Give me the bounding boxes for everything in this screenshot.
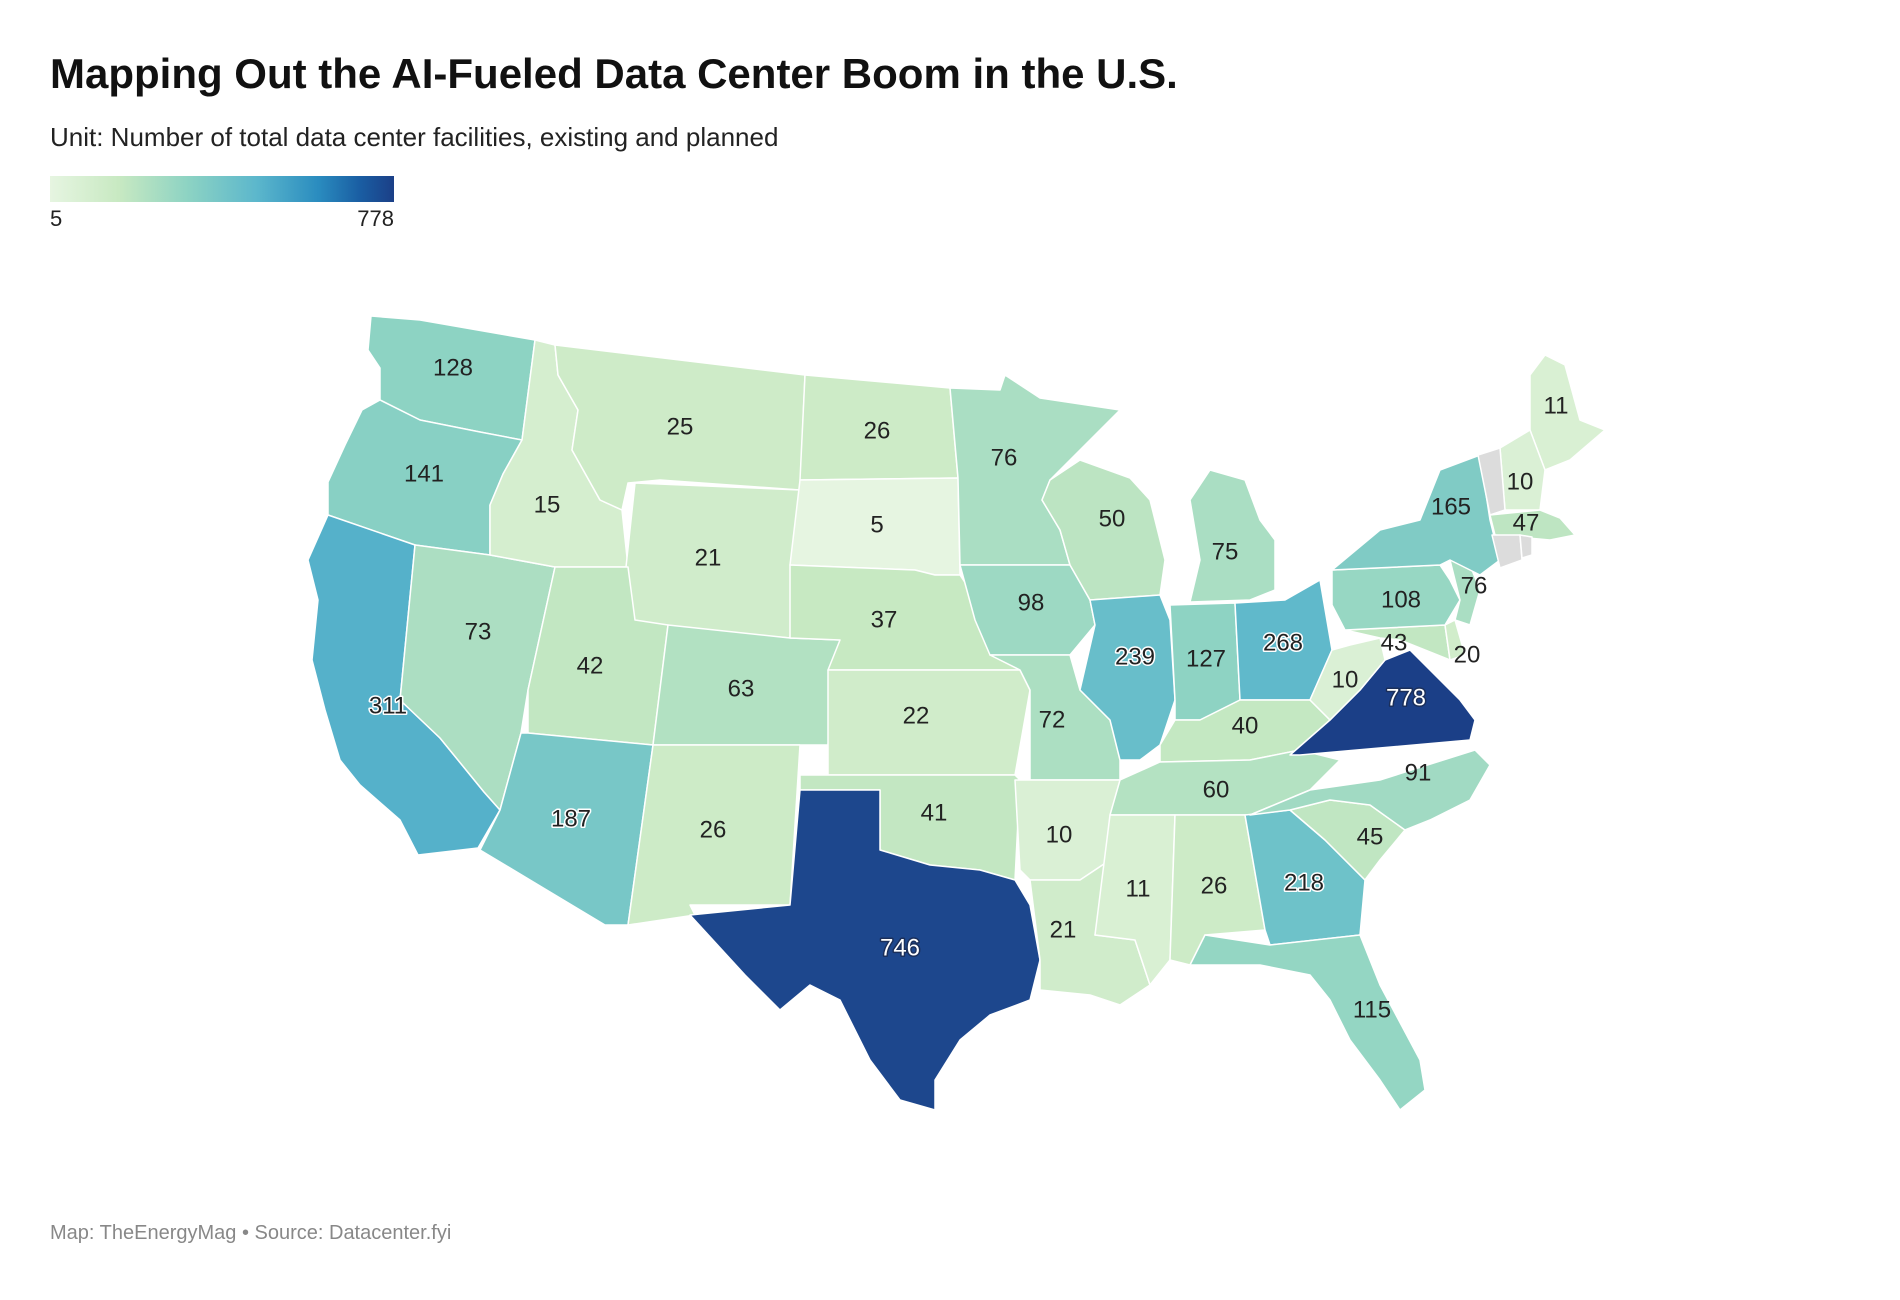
state-label-nh: 10: [1507, 469, 1534, 496]
state-label-wv: 10: [1332, 667, 1359, 694]
legend-gradient-bar: [50, 176, 394, 202]
state-ri[interactable]: [1519, 534, 1533, 559]
state-fl[interactable]: [1189, 934, 1426, 1111]
state-label-tn: 60: [1203, 777, 1230, 804]
state-label-mt: 25: [667, 414, 694, 441]
state-label-nd: 26: [864, 418, 891, 445]
state-label-sd: 5: [870, 512, 883, 539]
state-label-ne: 37: [871, 607, 898, 634]
state-mi[interactable]: [1189, 469, 1276, 603]
state-label-mo: 72: [1039, 707, 1066, 734]
state-label-nm: 26: [700, 817, 727, 844]
state-value-labels: 128 141 311 73 15 25 21 42 187 63 26 26 5 37 22 41 746 76…: [367, 355, 1569, 1024]
state-label-nc: 91: [1405, 760, 1432, 787]
state-label-az: 187: [551, 806, 591, 833]
state-ks[interactable]: [827, 669, 1031, 776]
state-shapes: [307, 315, 1606, 1111]
state-nc[interactable]: [1249, 749, 1491, 831]
source-footer: Map: TheEnergyMag • Source: Datacenter.f…: [50, 1222, 452, 1244]
legend-min-label: 5: [50, 206, 63, 231]
state-tx[interactable]: [689, 789, 1041, 1111]
state-wv[interactable]: [1309, 637, 1386, 721]
state-label-co: 63: [728, 676, 755, 703]
legend-max-label: 778: [357, 206, 394, 231]
state-il[interactable]: [1079, 594, 1176, 761]
state-label-nv: 73: [465, 619, 492, 646]
map-subtitle: Unit: Number of total data center facili…: [50, 122, 779, 152]
legend-labels: 5 778: [50, 202, 394, 231]
state-label-mn: 76: [991, 445, 1018, 472]
state-label-ny: 165: [1431, 494, 1471, 521]
state-nm[interactable]: [627, 744, 801, 926]
state-label-il: 239: [1115, 644, 1155, 671]
state-label-ks: 22: [903, 703, 930, 730]
state-label-ut: 42: [577, 653, 604, 680]
state-label-oh: 268: [1263, 630, 1303, 657]
state-label-md: 43: [1381, 630, 1408, 657]
state-label-or: 141: [404, 461, 444, 488]
state-label-fl: 115: [1353, 997, 1391, 1024]
map-title: Mapping Out the AI-Fueled Data Center Bo…: [50, 50, 1178, 97]
state-label-wa: 128: [433, 355, 473, 382]
state-label-al: 26: [1201, 873, 1228, 900]
state-label-me: 11: [1544, 393, 1569, 420]
state-label-mi: 75: [1212, 539, 1239, 566]
state-label-la: 21: [1050, 917, 1077, 944]
state-ny[interactable]: [1331, 454, 1501, 576]
state-label-id: 15: [534, 492, 561, 519]
state-vt[interactable]: [1477, 447, 1506, 516]
state-ct[interactable]: [1491, 534, 1523, 569]
state-label-wy: 21: [695, 545, 722, 572]
state-de[interactable]: [1444, 619, 1466, 661]
state-label-pa: 108: [1381, 587, 1421, 614]
state-label-wi: 50: [1099, 506, 1126, 533]
state-mo[interactable]: [989, 654, 1121, 781]
state-label-ky: 40: [1232, 713, 1259, 740]
state-label-nj: 76: [1461, 573, 1488, 600]
state-label-ms: 11: [1126, 876, 1151, 903]
state-label-ia: 98: [1018, 590, 1045, 617]
color-legend: 5 778: [50, 176, 394, 231]
state-label-ok: 41: [921, 800, 948, 827]
state-label-de: 20: [1454, 642, 1481, 669]
state-label-ga: 218: [1284, 870, 1324, 897]
state-label-in: 127: [1186, 646, 1226, 673]
state-label-ca: 311: [369, 693, 407, 720]
state-label-sc: 45: [1357, 824, 1384, 851]
state-label-tx: 746: [880, 935, 920, 962]
state-label-ar: 10: [1046, 822, 1073, 849]
state-label-va: 778: [1386, 685, 1426, 712]
state-label-ma: 47: [1513, 510, 1540, 537]
state-pa[interactable]: [1331, 564, 1461, 631]
